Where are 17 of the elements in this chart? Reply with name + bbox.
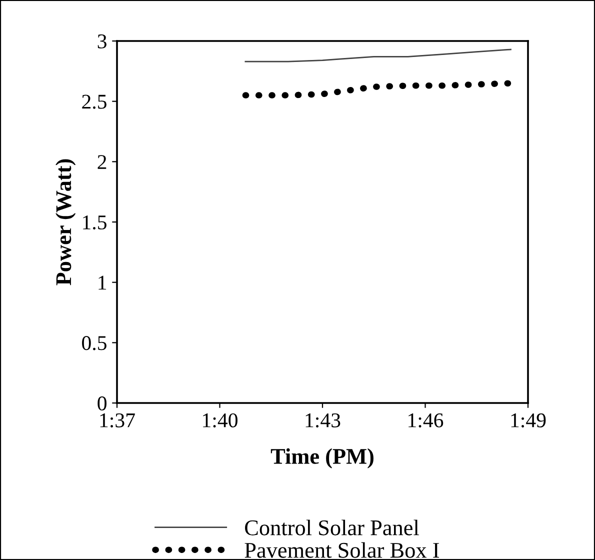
x-tick-label: 1:46 xyxy=(408,413,444,428)
y-axis-title: Power (Watt) xyxy=(56,159,76,286)
x-tick-label: 1:40 xyxy=(203,413,238,428)
y-tick-label: 3 xyxy=(98,34,106,48)
y-tick-label: 0 xyxy=(98,396,106,410)
y-tick-label: 2.5 xyxy=(82,94,106,109)
y-tick-label: 1.5 xyxy=(83,215,106,230)
legend-label: Control Solar Panel xyxy=(245,520,419,536)
x-tick-label: 1:37 xyxy=(100,413,135,428)
y-tick-label: 2 xyxy=(98,155,106,169)
y-tick-label: 1 xyxy=(98,276,106,290)
x-tick-label: 1:43 xyxy=(306,413,340,428)
y-tick-label: 0.5 xyxy=(82,336,106,350)
x-tick-label: 1:49 xyxy=(511,413,546,428)
legend-label: Pavement Solar Box I xyxy=(244,542,439,558)
x-axis-title: Time (PM) xyxy=(270,448,374,468)
line-series xyxy=(244,48,512,62)
